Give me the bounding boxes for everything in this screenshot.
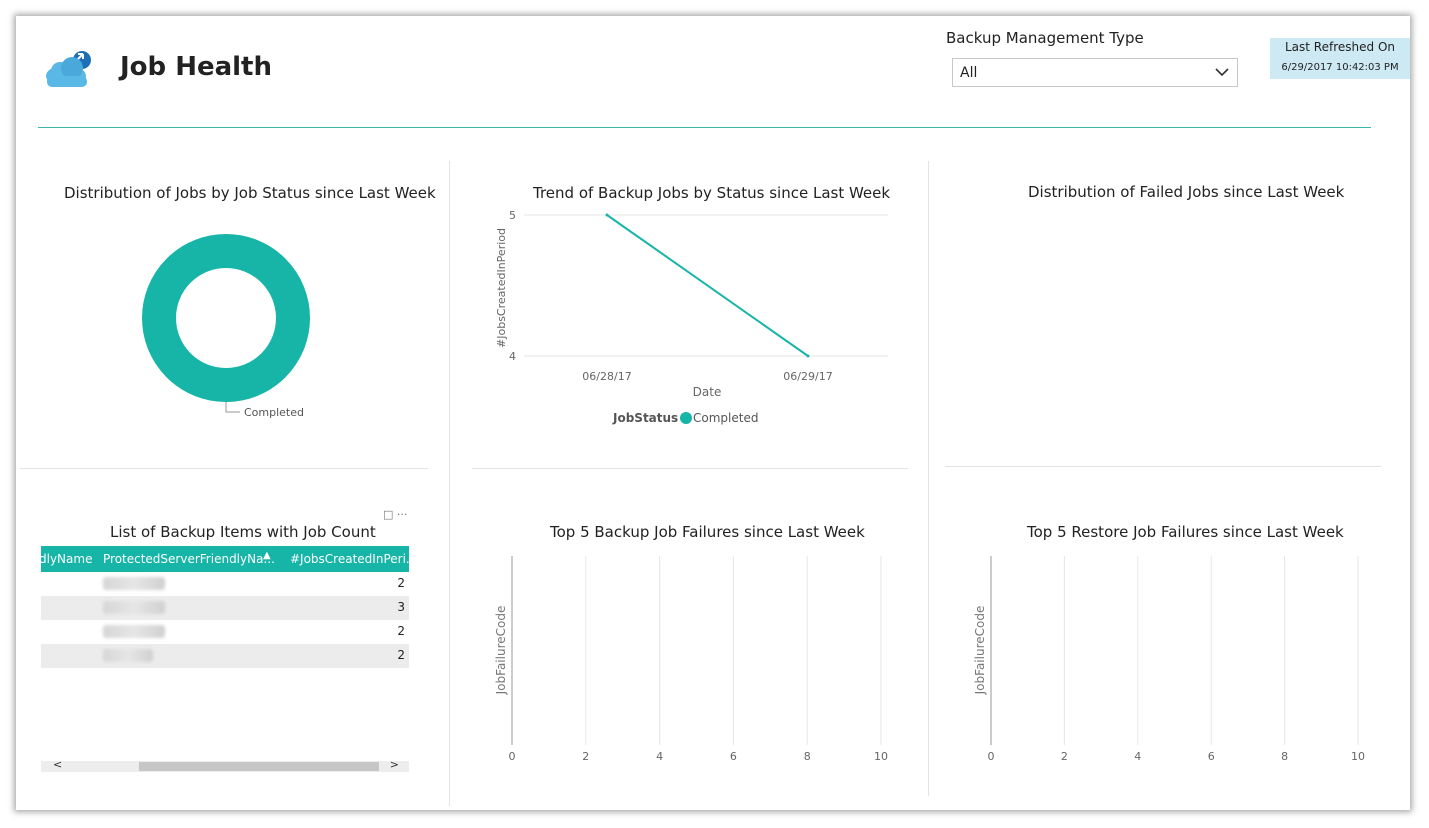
table-visual-tools: □ ··· [383,508,407,521]
donut-label: Completed [244,406,304,419]
focus-mode-icon[interactable]: □ [383,508,394,521]
table-title: List of Backup Items with Job Count [110,523,376,541]
chevron-down-icon [1215,68,1229,77]
restore-failures-x-tick-label: 10 [1351,750,1365,763]
redacted-server-name [103,649,153,662]
backup-failures-x-tick-label: 8 [804,750,811,763]
trend-chart-title: Trend of Backup Jobs by Status since Las… [533,184,891,202]
page-title: Job Health [120,52,272,82]
legend-item-completed: Completed [693,411,758,425]
job-count: 2 [397,648,405,662]
trend-y-tick-label: 4 [509,350,516,363]
table-row[interactable]: 3 [41,596,409,620]
filter-label: Backup Management Type [946,29,1144,47]
table-horizontal-scrollbar[interactable]: < > [41,758,409,772]
row-divider [945,466,1381,467]
donut-chart-title: Distribution of Jobs by Job Status since… [64,184,436,202]
job-count: 2 [397,576,405,590]
trend-series-line-completed[interactable] [606,214,809,357]
legend-title: JobStatus [612,411,678,425]
failure-bar-charts: 0 2 4 6 8 10 0 2 4 6 8 10 JobFailureCode JobFailur… [494,556,1365,763]
scrollbar-thumb[interactable] [139,762,379,771]
backup-items-table: dlyName ProtectedServerFriendlyNa... ▲ #… [41,546,409,676]
trend-data-point[interactable] [806,354,810,358]
restore-failures-title: Top 5 Restore Job Failures since Last We… [1027,523,1344,541]
column-header[interactable]: #JobsCreatedInPeri... [290,552,409,566]
table-row[interactable]: 2 [41,644,409,668]
restore-failures-x-tick-label: 6 [1208,750,1215,763]
restore-failures-x-tick-label: 0 [988,750,995,763]
scroll-left-arrow-icon[interactable]: < [53,758,63,771]
failed-jobs-title: Distribution of Failed Jobs since Last W… [1028,183,1345,201]
column-header[interactable]: dlyName [41,552,93,566]
table-row[interactable]: 2 [41,572,409,596]
job-count: 3 [397,600,405,614]
row-divider [472,468,908,469]
redacted-server-name [103,601,165,614]
redacted-server-name [103,625,165,638]
trend-x-axis-label: Date [693,385,722,399]
donut-label-leader [225,402,240,413]
last-refreshed-box: Last Refreshed On 6/29/2017 10:42:03 PM [1270,38,1410,79]
donut-slice-completed[interactable] [142,234,310,402]
trend-y-tick-label: 5 [509,209,516,222]
table-row[interactable]: 2 [41,620,409,644]
restore-failures-x-tick-label: 8 [1281,750,1288,763]
column-header[interactable]: ProtectedServerFriendlyNa... [103,552,275,566]
backup-failures-x-tick-label: 6 [730,750,737,763]
report-page: Job Health Backup Management Type All La… [16,16,1410,810]
scroll-right-arrow-icon[interactable]: > [389,758,399,771]
backup-management-type-dropdown[interactable]: All [952,58,1238,87]
cloud-backup-icon [46,51,91,87]
backup-failures-x-tick-label: 0 [509,750,516,763]
trend-x-tick-label: 06/28/17 [582,370,631,383]
refresh-label: Last Refreshed On [1285,40,1395,54]
row-divider [20,468,428,469]
backup-failures-title: Top 5 Backup Job Failures since Last Wee… [550,523,865,541]
column-divider [928,161,929,796]
trend-line-chart: 4 5 06/28/17 06/29/17 Date #JobsCreatedInPe… [495,209,888,425]
sort-ascending-icon[interactable]: ▲ [263,550,271,561]
trend-x-tick-label: 06/29/17 [783,370,832,383]
restore-failures-x-tick-label: 2 [1061,750,1068,763]
header-divider [38,127,1371,128]
column-divider [449,161,450,806]
backup-failures-x-tick-label: 10 [874,750,888,763]
table-header: dlyName ProtectedServerFriendlyNa... ▲ #… [41,546,409,572]
refresh-timestamp: 6/29/2017 10:42:03 PM [1281,62,1399,73]
trend-data-point[interactable] [605,213,609,217]
backup-failures-x-tick-label: 4 [656,750,663,763]
backup-failures-x-tick-label: 2 [582,750,589,763]
donut-chart: Completed [142,234,310,419]
restore-failures-x-tick-label: 4 [1134,750,1141,763]
redacted-server-name [103,577,165,590]
backup-failures-y-axis-label: JobFailureCode [494,606,508,696]
restore-failures-y-axis-label: JobFailureCode [973,606,987,696]
job-count: 2 [397,624,405,638]
dropdown-value: All [960,65,978,81]
more-options-icon[interactable]: ··· [396,508,408,521]
legend-marker-completed [680,412,692,424]
trend-y-axis-label: #JobsCreatedInPeriod [495,228,508,348]
